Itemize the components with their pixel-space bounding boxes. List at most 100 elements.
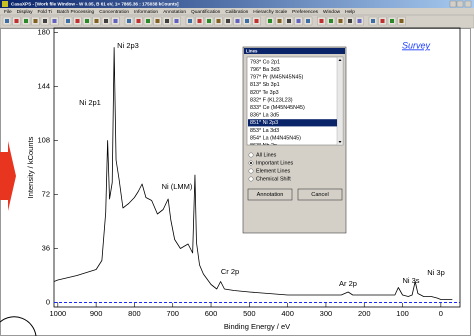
window-title: CasaXPS - [Work file Window - W 0.05, B …: [11, 1, 179, 6]
highlight-circle: [0, 316, 37, 336]
tool-glyph: [136, 19, 141, 23]
y-tick-label: 36: [42, 243, 50, 252]
minimize-button[interactable]: [449, 0, 457, 8]
radio-button[interactable]: [248, 168, 254, 174]
plot-frame: [53, 27, 461, 308]
tool-glyph: [306, 19, 310, 23]
radio-label: All Lines: [256, 152, 277, 158]
list-item[interactable]: 832* F (KL23L23): [250, 97, 293, 103]
title-bar: [0, 0, 474, 8]
tool-glyph: [226, 19, 230, 23]
peak-annotation: Ni 3p: [427, 268, 445, 277]
peak-annotation: Ni (LMM): [162, 182, 193, 191]
button[interactable]: [297, 188, 343, 201]
menu-item[interactable]: Calibration: [225, 9, 248, 15]
tool-glyph: [127, 19, 131, 23]
tool-glyph: [319, 19, 324, 23]
tool-glyph: [14, 19, 19, 23]
tool-glyph: [165, 19, 169, 23]
menu-item[interactable]: Concentration: [99, 9, 129, 15]
button[interactable]: [247, 188, 293, 201]
peak-annotation: Ni 2p3: [117, 41, 139, 50]
y-tick-label: 180: [37, 27, 50, 36]
tool-glyph: [85, 19, 89, 23]
tool-glyph: [371, 19, 375, 23]
list-item[interactable]: 851* Ni 2p3: [250, 120, 278, 126]
tool-glyph: [24, 19, 28, 23]
radio-label: Important Lines: [256, 160, 293, 166]
tool-glyph: [33, 19, 38, 23]
tool-glyph: [66, 19, 70, 23]
peak-annotation: Ar 2p: [339, 279, 357, 288]
tool-glyph: [94, 19, 99, 23]
menu-item[interactable]: Quantification: [191, 9, 221, 15]
list-item[interactable]: 796* Ba 3d3: [250, 67, 280, 73]
tool-glyph: [268, 19, 272, 23]
x-tick-label: 400: [281, 309, 294, 318]
tool-glyph: [52, 19, 57, 23]
scroll-down-arrow: [338, 141, 342, 143]
x-tick-label: 600: [205, 309, 218, 318]
tool-glyph: [146, 19, 150, 23]
maximize-button[interactable]: [456, 0, 464, 8]
menu-item[interactable]: Batch Processing: [57, 9, 95, 15]
list-item[interactable]: 833* Ce (M45N45N45): [250, 105, 305, 111]
tool-glyph: [235, 19, 240, 23]
menu: File Display Fold Ti Batch Processing Concen…: [4, 9, 355, 15]
menu-item[interactable]: Annotation: [163, 9, 186, 15]
button-label: Cancel: [311, 192, 328, 198]
menu-item[interactable]: File: [4, 9, 12, 15]
list-item[interactable]: 797* Pr (M45N45N45): [250, 75, 304, 81]
tool-glyph: [104, 19, 108, 23]
menu-item[interactable]: Help: [345, 9, 355, 15]
radio-label: Element Lines: [256, 168, 290, 174]
dialog-title: Lines: [246, 48, 258, 53]
list-item[interactable]: 813* Sb 3p1: [250, 82, 280, 88]
line-list[interactable]: [246, 56, 344, 146]
list-item[interactable]: 820* Te 3p3: [250, 90, 279, 96]
tool-glyph: [329, 19, 333, 23]
list-item[interactable]: 793* Co 2p1: [250, 59, 280, 65]
tool-glyph: [155, 19, 160, 23]
menu-item[interactable]: Fold Ti: [37, 9, 51, 15]
y-axis-label: Intensity / kCounts: [26, 136, 35, 198]
list-scrollbar[interactable]: [336, 56, 344, 146]
tool-glyph: [5, 19, 9, 23]
radio-button[interactable]: [248, 152, 254, 158]
tool-glyph: [43, 19, 47, 23]
lines-dialog: Lines 793* Co 2p1 796* Ba 3d3 797* Pr (M45…: [242, 46, 347, 234]
tool-glyph: [174, 19, 179, 23]
window-buttons: [449, 0, 472, 8]
toolbar-icons: [2, 16, 406, 26]
x-tick-label: 300: [320, 309, 333, 318]
list-item[interactable]: 836* La 3d5: [250, 113, 279, 119]
tool-glyph: [296, 19, 301, 23]
menu-item[interactable]: Display: [17, 9, 33, 15]
y-tick-label: 72: [42, 189, 50, 198]
x-tick-label: 1000: [49, 309, 66, 318]
list-item[interactable]: 863* Nb 2p: [250, 143, 277, 149]
menu-item[interactable]: Preferences: [292, 9, 318, 15]
list-item[interactable]: 853* La 3d3: [250, 128, 279, 134]
x-tick-label: 500: [243, 309, 256, 318]
x-tick-label: 100: [396, 309, 409, 318]
radio-options: All Lines Important Lines Element Lines Che…: [248, 152, 293, 182]
radio-button[interactable]: [248, 176, 254, 182]
list-item[interactable]: 854* La (M4N45N45): [250, 135, 301, 141]
radio-dot: [250, 162, 252, 164]
survey-link[interactable]: Survey: [402, 40, 431, 50]
menu-item[interactable]: Hierarchy Scale: [253, 9, 287, 15]
scroll-up-arrow: [338, 59, 342, 61]
x-tick-label: 800: [128, 309, 141, 318]
tool-glyph: [245, 19, 249, 23]
peak-annotation: Ni 3s: [402, 276, 419, 285]
tool-glyph: [197, 19, 202, 23]
menu-item[interactable]: Window: [323, 9, 341, 15]
peak-annotation: Ni 2p1: [79, 98, 101, 107]
menu-item[interactable]: Information: [134, 9, 158, 15]
dialog-title-bar: [244, 48, 345, 54]
close-button[interactable]: [464, 0, 472, 8]
x-tick-label: 0: [439, 309, 443, 318]
pointer-arrow: [0, 141, 16, 211]
